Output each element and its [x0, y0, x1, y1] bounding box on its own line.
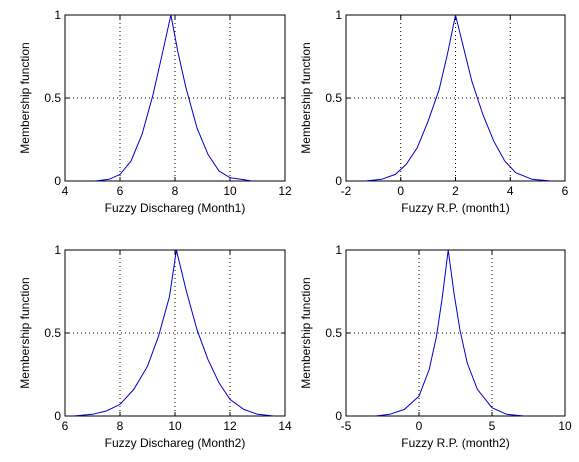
y-tick-label: 1	[54, 8, 61, 22]
membership-curve	[375, 249, 525, 417]
x-tick-label: 10	[558, 419, 572, 433]
y-tick-label: 0	[54, 409, 61, 423]
y-tick-label: 0	[335, 174, 342, 188]
x-tick-label: -5	[341, 419, 352, 433]
x-tick-label: -2	[341, 184, 352, 198]
y-tick-label: 1	[335, 243, 342, 257]
membership-curve	[95, 14, 253, 182]
x-axis-label: Fuzzy Dischareg (Month2)	[105, 436, 246, 450]
subplot-3: 6 8 10 12 14 0 0.5 1 Fuzzy Dischareg (Month2) Mem…	[18, 243, 292, 450]
x-tick-label: 4	[507, 184, 514, 198]
y-tick-label: 0.5	[44, 326, 61, 340]
y-tick-label: 0.5	[44, 91, 61, 105]
x-tick-label: 0	[416, 419, 423, 433]
y-axis-label: Membership function	[299, 42, 313, 153]
y-tick-label: 1	[54, 243, 61, 257]
x-tick-label: 12	[278, 184, 292, 198]
x-axis-label: Fuzzy R.P. (month1)	[401, 201, 509, 215]
x-tick-label: 6	[562, 184, 569, 198]
x-axis-label: Fuzzy R.P. (month2)	[401, 436, 509, 450]
y-tick-label: 1	[335, 8, 342, 22]
x-tick-label: 6	[117, 184, 124, 198]
membership-curve	[365, 14, 552, 182]
x-tick-label: 4	[62, 184, 69, 198]
y-axis-label: Membership function	[18, 277, 32, 388]
x-tick-label: 10	[223, 184, 237, 198]
y-tick-label: 0	[335, 409, 342, 423]
x-tick-label: 10	[168, 419, 182, 433]
x-tick-label: 0	[397, 184, 404, 198]
x-tick-label: 8	[172, 184, 179, 198]
y-tick-label: 0.5	[325, 91, 342, 105]
x-tick-label: 5	[489, 419, 496, 433]
y-axis-label: Membership function	[18, 42, 32, 153]
x-tick-label: 14	[278, 419, 292, 433]
y-axis-label: Membership function	[299, 277, 313, 388]
y-tick-label: 0.5	[325, 326, 342, 340]
x-tick-label: 12	[223, 419, 237, 433]
x-tick-label: 8	[117, 419, 124, 433]
x-tick-label: 2	[452, 184, 459, 198]
x-tick-label: 6	[62, 419, 69, 433]
membership-curve	[73, 249, 275, 417]
x-axis-label: Fuzzy Dischareg (Month1)	[105, 201, 246, 215]
y-tick-label: 0	[54, 174, 61, 188]
subplot-1: 4 6 8 10 12 0 0.5 1 Fuzzy Dischareg (Month1) Memb…	[18, 8, 292, 215]
